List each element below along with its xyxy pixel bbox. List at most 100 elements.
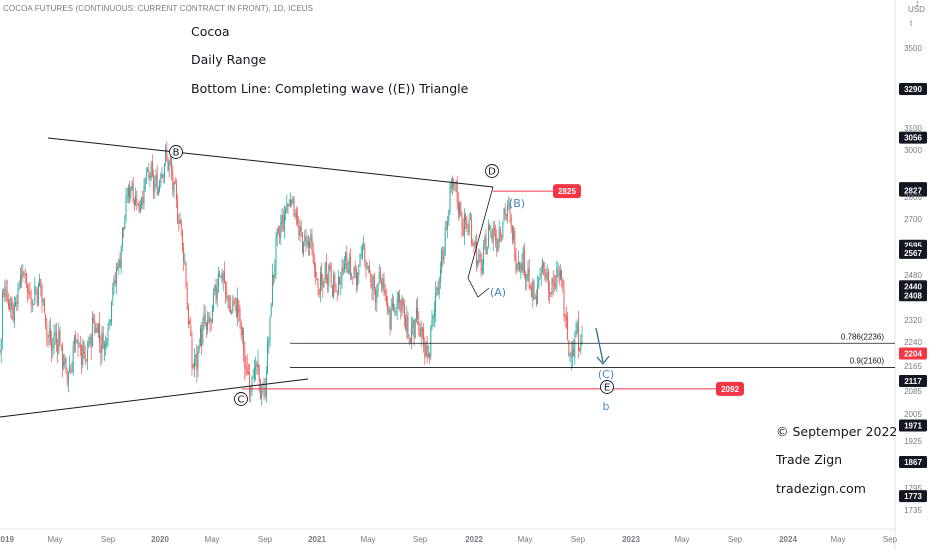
price-tag-label: 2440 (904, 282, 922, 291)
candle-body (255, 365, 257, 370)
candle-body (474, 240, 476, 247)
candle-body (365, 262, 367, 269)
candle-body (490, 231, 492, 233)
candle-body (526, 274, 528, 281)
candle-body (185, 262, 187, 287)
candle-body (61, 344, 63, 368)
candle-body (383, 278, 385, 293)
candle-body (64, 358, 66, 364)
candle-body (142, 197, 144, 203)
candle-body (539, 275, 541, 277)
candle-body (240, 321, 242, 336)
candle-body (15, 301, 17, 307)
candle-body (388, 310, 390, 312)
candle-body (433, 309, 435, 317)
candle-body (364, 246, 366, 262)
candle-body (459, 202, 461, 215)
candle-body (73, 337, 75, 346)
candle-body (250, 388, 252, 392)
candle-body (312, 250, 314, 263)
candle-body (209, 317, 211, 322)
candle-body (443, 254, 445, 260)
candle-body (420, 327, 422, 337)
candle-body (88, 341, 90, 348)
candle-body (463, 214, 465, 236)
candle-body (66, 373, 68, 381)
candle-body (133, 199, 135, 205)
annotation-website: tradezign.com (776, 481, 866, 496)
time-tick-label: May (47, 535, 62, 544)
candle-body (508, 203, 510, 205)
time-tick-label: 2022 (465, 535, 483, 544)
candle-body (569, 354, 571, 356)
candle-body (127, 187, 129, 197)
candle-body (57, 344, 59, 351)
level-tag-2825 (553, 184, 581, 199)
candle-body (285, 209, 287, 214)
candle-body (228, 296, 230, 309)
candle-body (63, 361, 65, 366)
candle-body (189, 321, 191, 324)
candle-body (564, 313, 566, 317)
candle-body (373, 276, 375, 288)
candle-body (69, 367, 71, 372)
candle-body (46, 323, 48, 336)
candle-body (407, 316, 409, 338)
level-tag-2092 (716, 381, 744, 396)
annotation-bottom-line: Bottom Line: Completing wave ((E)) Trian… (191, 81, 469, 96)
candle-body (279, 234, 281, 237)
candle-body (556, 268, 558, 287)
candle-body (71, 371, 73, 373)
candle-body (178, 221, 180, 224)
candle-body (442, 249, 444, 261)
price-tag-box (899, 347, 927, 360)
level-tag-label-2825: 2825 (558, 187, 576, 196)
candle-body (303, 242, 305, 255)
candle-body (319, 272, 321, 295)
candle-body (467, 230, 469, 235)
candle-body (545, 275, 547, 278)
candle-body (451, 178, 453, 189)
candle-body (525, 271, 527, 280)
candle-body (36, 289, 38, 304)
candle-body (211, 306, 213, 324)
price-axis[interactable]: USDt↕35003290310030563000283828272800270… (899, 0, 927, 515)
candle-body (238, 300, 240, 312)
candle-body (354, 266, 356, 272)
candle-body (328, 266, 330, 287)
price-tag-label: 2408 (904, 291, 922, 300)
candle-body (439, 269, 441, 282)
candle-body (241, 327, 243, 335)
candle-body (49, 327, 51, 341)
candle-body (59, 330, 61, 346)
candle-body (166, 149, 168, 158)
candle-body (151, 161, 153, 176)
candle-body (196, 352, 198, 371)
candle-body (486, 247, 488, 255)
price-tick-label: 3500 (904, 44, 922, 53)
candle-body (159, 181, 161, 192)
arrow-shaft (595, 327, 604, 363)
candle-body (244, 348, 246, 369)
candle-body (162, 174, 164, 178)
candle-body (522, 248, 524, 272)
candle-body (258, 364, 260, 382)
time-tick-label: 2024 (779, 535, 797, 544)
price-tick-label: 3000 (904, 146, 922, 155)
time-axis[interactable]: 2019 May Sep 2020 May Sep 2021 May Sep 2022 May Sep… (0, 535, 898, 544)
candle-body (541, 260, 543, 273)
candle-body (558, 269, 560, 282)
price-tick-label: 2800 (904, 193, 922, 202)
candle-body (390, 309, 392, 330)
price-tick-label: 1925 (904, 437, 922, 446)
annotation-brand: Trade Zign (776, 452, 843, 467)
candle-body (280, 221, 282, 239)
price-tag-label: 1773 (904, 492, 922, 501)
candle-body (225, 281, 227, 294)
candle-body (58, 330, 60, 353)
candle-body (400, 300, 402, 313)
candle-body (165, 147, 167, 162)
candle-body (573, 348, 575, 356)
candle-body (82, 342, 84, 365)
